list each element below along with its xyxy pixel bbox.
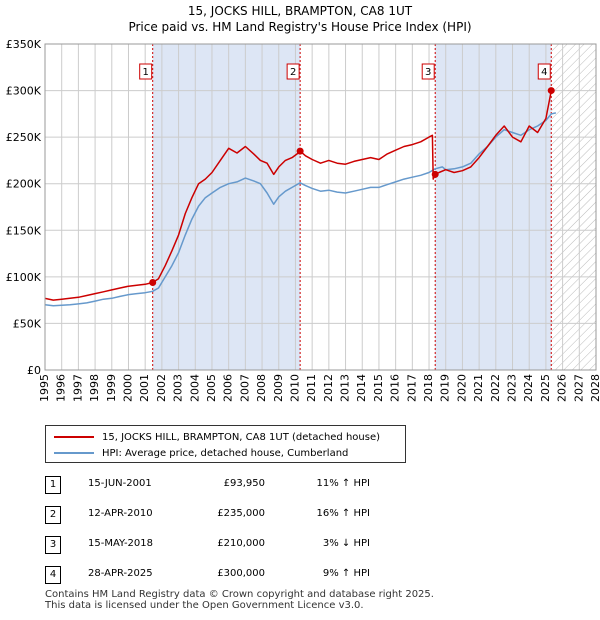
- sale-marker-label: 2: [290, 67, 296, 78]
- sale-number-badge: 4: [45, 566, 61, 584]
- sale-number-badge: 1: [45, 476, 61, 494]
- forecast-hatch: [551, 44, 596, 370]
- x-tick-label: 2002: [155, 374, 168, 402]
- sale-point: [296, 147, 304, 155]
- x-tick-label: 2017: [405, 374, 418, 402]
- sale-marker-label: 1: [143, 67, 149, 78]
- x-tick-label: 2016: [389, 374, 402, 402]
- sale-marker-box: [286, 63, 300, 80]
- sale-row: 2 12-APR-2010 £235,000 16% ↑ HPI: [0, 506, 600, 524]
- sale-point: [149, 278, 157, 286]
- footer-copyright: Contains HM Land Registry data © Crown c…: [45, 589, 434, 600]
- ownership-shade: [435, 44, 552, 370]
- x-tick-label: 2022: [489, 374, 502, 402]
- sale-row: 1 15-JUN-2001 £93,950 11% ↑ HPI: [0, 476, 600, 494]
- x-tick-label: 2018: [422, 374, 435, 402]
- sale-number-badge: 3: [45, 536, 61, 554]
- sale-number-badge: 2: [45, 506, 61, 524]
- y-tick-label: £150K: [6, 224, 42, 237]
- chart-title: 15, JOCKS HILL, BRAMPTON, CA8 1UT: [187, 4, 413, 18]
- x-tick-label: 2027: [572, 374, 585, 402]
- legend-swatch-property: [54, 436, 94, 438]
- price-chart: 1 2 3 4 £0 £50K £100K £150K £200K £250K £300K £350K…: [6, 38, 600, 402]
- x-tick-label: 2025: [539, 374, 552, 402]
- footer-licence: This data is licensed under the Open Gov…: [45, 600, 364, 611]
- sale-marker-box: [421, 63, 435, 80]
- x-tick-label: 2011: [305, 374, 318, 402]
- x-tick-label: 1997: [71, 374, 84, 402]
- x-tick-label: 1998: [88, 374, 101, 402]
- sale-hpi-delta: 11% ↑ HPI: [316, 478, 370, 489]
- legend-label-property: 15, JOCKS HILL, BRAMPTON, CA8 1UT (detac…: [102, 431, 381, 443]
- legend: 15, JOCKS HILL, BRAMPTON, CA8 1UT (detac…: [45, 425, 406, 463]
- sale-date: 15-JUN-2001: [88, 478, 152, 489]
- x-tick-label: 2007: [238, 374, 251, 402]
- y-tick-label: £200K: [6, 178, 42, 191]
- sale-point: [431, 170, 439, 178]
- sale-date: 15-MAY-2018: [88, 538, 154, 549]
- y-tick-label: £50K: [13, 317, 42, 330]
- x-tick-label: 2028: [589, 374, 600, 402]
- x-tick-label: 2012: [322, 374, 335, 402]
- sale-price: £210,000: [217, 538, 265, 549]
- sale-price: £93,950: [223, 478, 265, 489]
- sale-price: £235,000: [217, 508, 265, 519]
- x-tick-label: 2010: [288, 374, 301, 402]
- y-tick-label: £300K: [6, 85, 42, 98]
- legend-item-property: 15, JOCKS HILL, BRAMPTON, CA8 1UT (detac…: [54, 430, 380, 444]
- sale-date: 12-APR-2010: [88, 508, 153, 519]
- sale-marker-label: 4: [541, 67, 547, 78]
- sale-hpi-delta: 16% ↑ HPI: [316, 508, 370, 519]
- legend-item-hpi: HPI: Average price, detached house, Cumb…: [54, 446, 348, 460]
- sale-marker-box: [139, 63, 153, 80]
- sale-date: 28-APR-2025: [88, 568, 153, 579]
- sale-hpi-delta: 9% ↑ HPI: [322, 568, 370, 579]
- sale-hpi-delta: 3% ↓ HPI: [322, 538, 370, 549]
- x-tick-label: 2001: [138, 374, 151, 402]
- x-tick-label: 2019: [439, 374, 452, 402]
- sale-price: £300,000: [217, 568, 265, 579]
- x-tick-label: 2014: [355, 374, 368, 402]
- legend-swatch-hpi: [54, 452, 94, 454]
- series-line: [45, 112, 557, 307]
- x-tick-label: 2021: [472, 374, 485, 402]
- x-tick-label: 2013: [339, 374, 352, 402]
- x-tick-label: 2005: [205, 374, 218, 402]
- x-tick-label: 1995: [38, 374, 51, 402]
- sale-row: 4 28-APR-2025 £300,000 9% ↑ HPI: [0, 566, 600, 584]
- x-tick-label: 2004: [188, 374, 201, 402]
- chart-subtitle: Price paid vs. HM Land Registry's House …: [128, 20, 472, 34]
- sale-point: [547, 87, 555, 95]
- x-tick-label: 1996: [55, 374, 68, 402]
- x-tick-label: 2008: [255, 374, 268, 402]
- x-tick-label: 2023: [506, 374, 519, 402]
- x-tick-label: 2009: [272, 374, 285, 402]
- y-tick-label: £0: [27, 364, 41, 377]
- x-tick-label: 1999: [105, 374, 118, 402]
- x-tick-label: 2024: [522, 374, 535, 402]
- x-tick-label: 2026: [556, 374, 569, 402]
- legend-label-hpi: HPI: Average price, detached house, Cumb…: [102, 447, 349, 459]
- y-tick-label: £100K: [6, 271, 42, 284]
- sale-marker-label: 3: [425, 67, 431, 78]
- x-tick-label: 2006: [222, 374, 235, 402]
- x-tick-label: 2020: [455, 374, 468, 402]
- x-tick-label: 2015: [372, 374, 385, 402]
- sale-row: 3 15-MAY-2018 £210,000 3% ↓ HPI: [0, 536, 600, 554]
- x-tick-label: 2000: [121, 374, 134, 402]
- y-tick-label: £250K: [6, 131, 42, 144]
- x-tick-label: 2003: [172, 374, 185, 402]
- plot-frame: [44, 43, 597, 371]
- ownership-shade: [152, 44, 301, 370]
- y-tick-label: £350K: [6, 38, 42, 51]
- sale-marker-box: [537, 63, 551, 80]
